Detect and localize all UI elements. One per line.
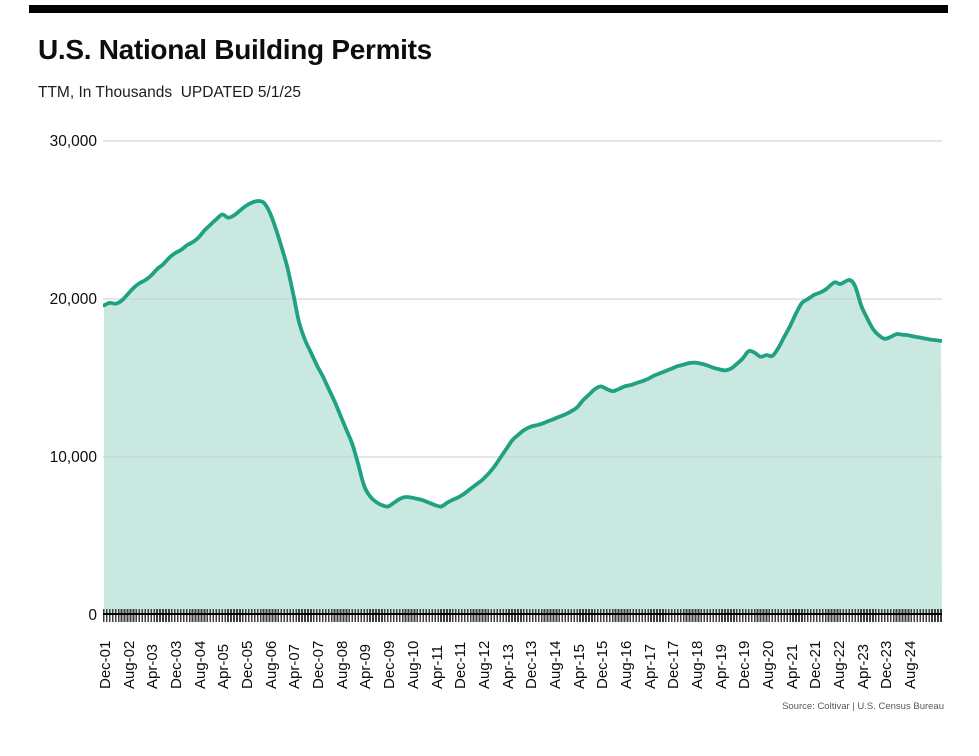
x-axis-label: Aug-16: [617, 640, 635, 689]
x-axis-label: Aug-04: [191, 640, 209, 689]
x-axis-label: Dec-07: [310, 640, 328, 689]
x-axis-label: Dec-03: [168, 640, 186, 689]
x-axis-label: Apr-21: [783, 643, 801, 689]
y-axis-label: 0: [88, 607, 97, 624]
area-chart: [103, 140, 942, 614]
x-axis-label: Apr-19: [712, 643, 730, 689]
x-axis-label: Aug-14: [546, 640, 564, 689]
x-axis-label: Aug-06: [262, 640, 280, 689]
x-axis-label: Dec-21: [807, 640, 825, 689]
x-axis-label: Dec-09: [381, 640, 399, 689]
x-axis-label: Apr-11: [428, 645, 446, 689]
x-axis-label: Dec-15: [594, 640, 612, 689]
x-axis-label: Aug-02: [120, 640, 138, 689]
x-axis-label: Aug-24: [902, 640, 920, 689]
x-axis-label: Aug-10: [404, 640, 422, 689]
x-axis-label: Apr-05: [215, 643, 233, 689]
x-axis-label: Aug-22: [831, 640, 849, 689]
page-subtitle: TTM, In Thousands UPDATED 5/1/25: [38, 84, 302, 101]
x-axis-label: Apr-07: [286, 643, 304, 689]
x-axis-label: Dec-11: [452, 641, 470, 689]
y-axis-label: 10,000: [49, 449, 97, 466]
y-axis-label: 30,000: [49, 133, 97, 150]
x-axis-label: Dec-01: [97, 640, 114, 689]
x-axis-label: Apr-17: [641, 643, 659, 689]
x-axis-label: Apr-03: [144, 643, 162, 689]
source-credit: Source: Coltivar | U.S. Census Bureau: [782, 701, 944, 712]
y-axis-label: 20,000: [49, 291, 97, 308]
x-axis-label: Dec-17: [665, 640, 683, 689]
x-axis-label: Dec-23: [878, 640, 896, 689]
x-axis-label: Dec-19: [736, 640, 754, 689]
x-axis-label: Apr-23: [854, 643, 872, 689]
x-axis-label: Aug-12: [475, 640, 493, 689]
area-fill: [104, 200, 942, 614]
x-axis-label: Dec-05: [239, 640, 257, 689]
x-axis-label: Dec-13: [523, 640, 541, 689]
x-axis-label: Aug-08: [333, 640, 351, 689]
x-axis-line: [103, 613, 942, 615]
x-axis-label: Apr-15: [570, 643, 588, 689]
x-axis-tick-strip: [103, 609, 942, 622]
trend-line: [103, 199, 942, 509]
x-axis-label: Apr-13: [499, 643, 517, 689]
top-bar: [29, 5, 948, 13]
x-axis-label: Aug-18: [689, 640, 706, 689]
x-axis-label: Aug-20: [760, 640, 778, 689]
x-axis-label: Apr-09: [357, 643, 375, 689]
page-title: U.S. National Building Permits: [38, 34, 432, 65]
